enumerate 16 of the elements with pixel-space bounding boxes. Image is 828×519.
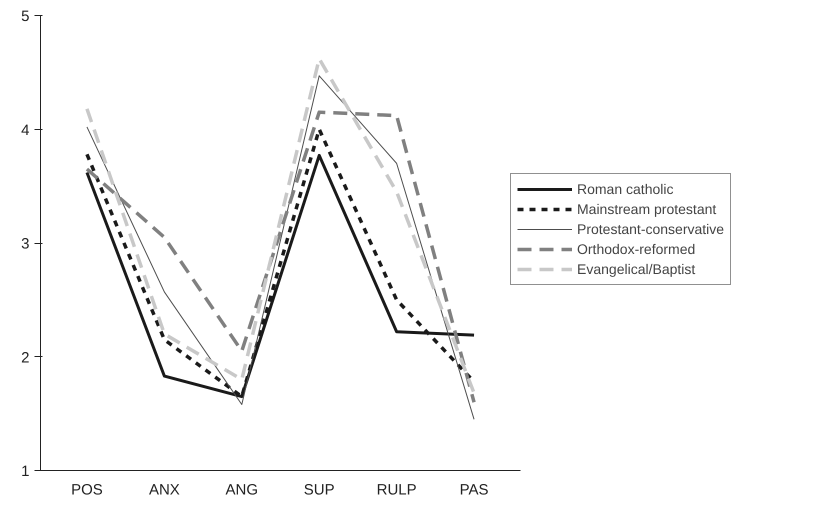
legend-label: Protestant-conservative xyxy=(577,220,724,238)
legend-label: Roman catholic xyxy=(577,180,674,198)
x-tick-label: RULP xyxy=(376,482,417,498)
y-tick-label: 1 xyxy=(21,463,30,480)
legend-label: Mainstream protestant xyxy=(577,200,716,218)
x-tick-label: ANX xyxy=(148,482,180,498)
x-tick-label: PAS xyxy=(460,482,489,498)
y-tick-label: 5 xyxy=(21,8,30,25)
x-tick-label: SUP xyxy=(304,482,335,498)
x-tick-label: POS xyxy=(71,482,103,498)
legend-label: Orthodox-reformed xyxy=(577,240,696,258)
y-tick-label: 4 xyxy=(21,122,30,139)
x-tick-label: ANG xyxy=(226,482,258,498)
y-tick-label: 3 xyxy=(21,236,30,252)
legend-label: Evangelical/Baptist xyxy=(577,260,696,278)
y-tick-label: 2 xyxy=(21,349,30,366)
